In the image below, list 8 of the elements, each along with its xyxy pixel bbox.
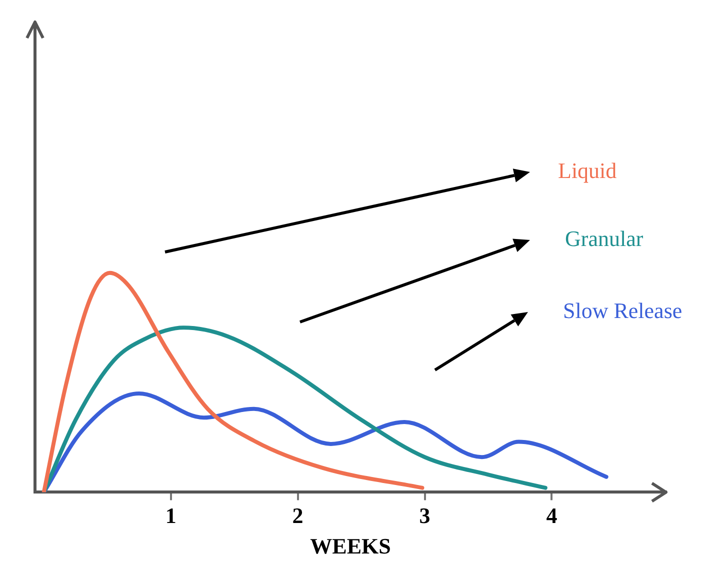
x-tick-label: 4 — [546, 503, 558, 528]
x-tick-label: 2 — [292, 503, 304, 528]
x-axis-title: WEEKS — [310, 533, 391, 558]
text: Liquid — [558, 158, 617, 184]
x-tick-label: 3 — [419, 503, 430, 528]
text: Granular — [565, 226, 644, 252]
text: Slow Release — [563, 298, 682, 324]
x-tick-label: 1 — [165, 503, 176, 528]
